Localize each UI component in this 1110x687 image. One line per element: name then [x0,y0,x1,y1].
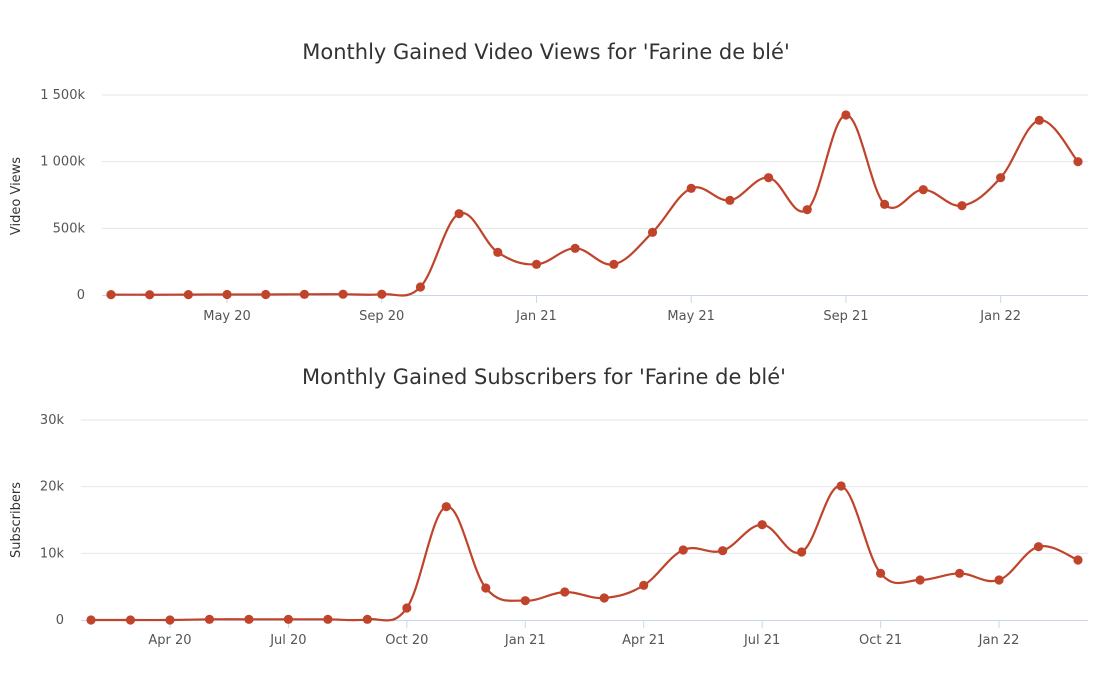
video-views-y-axis-label: Video Views [9,157,24,235]
views-data-point[interactable]: Jul 21: 880000 [763,173,774,183]
video-views-chart-title: Monthly Gained Video Views for 'Farine d… [302,40,789,64]
subs-data-point[interactable]: Jun 21: 10400 [718,546,728,556]
views-data-point[interactable]: Feb 22: 1310000 [1034,115,1044,125]
views-data-point[interactable]: Aug 21: 640000 [802,205,812,215]
views-x-tick-label: Sep 21 [823,309,868,324]
views-data-point[interactable]: Jun 20: 4000 [261,289,271,300]
views-x-tick-label: Sep 20 [359,309,404,324]
views-data-point[interactable]: May 21: 800000 [686,183,696,193]
subscribers-chart-title: Monthly Gained Subscribers for 'Farine d… [302,365,786,389]
subs-x-tick-label: Jul 20 [269,633,306,648]
views-data-point[interactable]: Apr 20: 3000 [183,290,193,300]
views-data-point[interactable]: Nov 20: 610000 [454,209,464,219]
views-data-point[interactable]: Mar 22: 1000000 [1073,157,1083,167]
views-data-point[interactable]: Jul 20: 5000 [299,289,309,299]
subs-x-tick-label: Oct 21 [859,633,902,648]
views-y-tick-label: 1 500k [40,88,85,103]
views-data-point[interactable]: May 20: 4000 [222,289,232,300]
subscribers-chart: Monthly Gained Subscribers for 'Farine d… [9,365,1088,648]
views-y-tick-label: 1 000k [40,155,85,170]
views-data-point[interactable]: Sep 20: 6000 [377,289,387,299]
views-data-point[interactable]: Aug 20: 6000 [338,289,348,299]
views-y-tick-label: 500k [53,221,86,236]
views-data-point[interactable]: Oct 21: 680000 [880,199,890,209]
subs-data-point[interactable]: Feb 20: 0 [86,615,96,625]
subs-y-tick-label: 30k [40,413,65,428]
views-series-line [110,113,1079,297]
subs-data-point[interactable]: Sep 21: 20100 [836,481,846,491]
subs-data-point[interactable]: Mar 21: 3300 [599,593,609,603]
subs-x-tick-label: Jul 21 [743,633,780,648]
views-data-point[interactable]: Mar 21: 230000 [609,259,619,269]
subscribers-y-axis-label: Subscribers [9,482,24,558]
subs-data-point[interactable]: May 20: 100 [204,614,215,624]
subs-data-point[interactable]: Nov 20: 17000 [441,502,451,512]
views-data-point[interactable]: Dec 20: 320000 [493,247,503,257]
subs-data-point[interactable]: Mar 22: 9000 [1073,555,1083,565]
subs-data-point[interactable]: Jul 20: 100 [283,614,293,624]
subs-y-tick-label: 20k [40,480,65,495]
subs-data-point[interactable]: Apr 20: 0 [165,615,175,625]
views-data-point[interactable]: Jan 21: 230000 [531,259,542,269]
views-data-point[interactable]: Feb 21: 350000 [570,243,580,253]
subs-data-point[interactable]: Aug 20: 100 [323,614,333,624]
views-data-point[interactable]: Oct 20: 60000 [415,282,426,292]
subs-x-tick-label: Jan 21 [504,633,546,648]
subs-x-tick-label: Jan 22 [978,633,1020,648]
subs-data-point[interactable]: Jun 20: 100 [244,614,254,624]
views-data-point[interactable]: Feb 20: 3000 [106,290,116,300]
views-data-point[interactable]: Mar 20: 2000 [145,290,155,300]
subs-data-point[interactable]: Sep 20: 100 [362,614,372,624]
views-data-point[interactable]: Nov 21: 790000 [918,185,928,195]
subs-y-tick-label: 10k [40,546,65,561]
subs-data-point[interactable]: Apr 21: 5200 [639,580,649,590]
subs-y-tick-label: 0 [56,613,64,628]
subs-data-point[interactable]: Oct 21: 7000 [876,568,886,578]
subs-data-point[interactable]: Feb 22: 11000 [1033,542,1044,552]
video-views-chart: Monthly Gained Video Views for 'Farine d… [9,40,1088,324]
views-x-tick-label: Jan 21 [515,309,557,324]
subs-x-tick-label: Oct 20 [385,633,428,648]
views-data-point[interactable]: Jun 21: 710000 [725,195,735,205]
subs-data-point[interactable]: Aug 21: 10200 [797,547,807,557]
views-y-tick-label: 0 [77,288,85,303]
subs-data-point[interactable]: Jan 21: 2900 [520,596,530,606]
views-data-point[interactable]: Sep 21: 1350000 [841,110,851,120]
views-x-tick-label: May 21 [667,309,715,324]
subs-data-point[interactable]: Mar 20: 0 [125,615,136,625]
subs-data-point[interactable]: Nov 21: 6000 [915,575,925,585]
subs-data-point[interactable]: Jul 21: 14300 [757,520,767,530]
subs-data-point[interactable]: Oct 20: 1800 [402,603,412,613]
subs-data-point[interactable]: Dec 20: 4800 [481,583,491,593]
views-x-tick-label: May 20 [203,309,251,324]
views-data-point[interactable]: Dec 21: 670000 [957,201,967,211]
subs-x-tick-label: Apr 20 [148,633,191,648]
subs-data-point[interactable]: Dec 21: 7000 [954,568,965,578]
views-x-tick-label: Jan 22 [979,309,1021,324]
subs-data-point[interactable]: Jan 22: 6000 [994,575,1004,585]
views-data-point[interactable]: Apr 21: 470000 [647,227,658,237]
subs-data-point[interactable]: Feb 21: 4200 [560,587,570,597]
subs-data-point[interactable]: May 21: 10500 [678,545,688,555]
views-data-point[interactable]: Jan 22: 880000 [996,173,1006,183]
subs-x-tick-label: Apr 21 [622,633,665,648]
subs-series-line [91,484,1079,622]
